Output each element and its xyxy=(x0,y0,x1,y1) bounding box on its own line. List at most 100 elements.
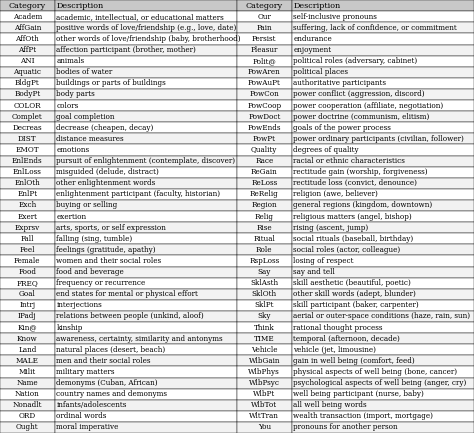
Text: political places: political places xyxy=(293,68,348,76)
Bar xyxy=(0,222,55,233)
Text: rising (ascent, jump): rising (ascent, jump) xyxy=(293,224,369,232)
Text: DIST: DIST xyxy=(18,135,36,143)
Text: Description: Description xyxy=(56,2,104,10)
Bar xyxy=(0,178,55,189)
Text: ReGain: ReGain xyxy=(251,168,278,176)
Text: endurance: endurance xyxy=(293,35,332,43)
Text: rational thought process: rational thought process xyxy=(293,323,383,332)
Bar xyxy=(55,111,237,122)
Bar xyxy=(292,45,474,56)
Text: Ought: Ought xyxy=(16,423,38,431)
Text: goals of the power process: goals of the power process xyxy=(293,124,391,132)
Text: Goal: Goal xyxy=(19,290,36,298)
Text: WlbPsyc: WlbPsyc xyxy=(249,379,280,387)
Bar xyxy=(292,200,474,211)
Text: You: You xyxy=(258,423,271,431)
Bar xyxy=(237,400,292,411)
Text: Name: Name xyxy=(17,379,38,387)
Text: WlbPt: WlbPt xyxy=(253,390,275,398)
Bar xyxy=(55,0,237,11)
Text: EnlPt: EnlPt xyxy=(17,191,37,198)
Bar xyxy=(55,122,237,133)
Bar xyxy=(0,300,55,311)
Text: FREQ: FREQ xyxy=(17,279,38,287)
Text: religion (awe, believer): religion (awe, believer) xyxy=(293,191,378,198)
Bar xyxy=(0,289,55,300)
Text: bodies of water: bodies of water xyxy=(56,68,113,76)
Bar xyxy=(55,45,237,56)
Text: PowAren: PowAren xyxy=(248,68,281,76)
Bar xyxy=(237,145,292,155)
Bar xyxy=(292,133,474,145)
Text: country names and demonyms: country names and demonyms xyxy=(56,390,167,398)
Bar xyxy=(0,378,55,388)
Text: Ritual: Ritual xyxy=(253,235,275,243)
Text: Exch: Exch xyxy=(18,201,36,210)
Text: WlbGain: WlbGain xyxy=(248,357,280,365)
Text: Intrj: Intrj xyxy=(19,301,36,309)
Text: general regions (kingdom, downtown): general regions (kingdom, downtown) xyxy=(293,201,433,210)
Bar xyxy=(55,133,237,145)
Text: BldgPt: BldgPt xyxy=(15,79,40,87)
Text: kinship: kinship xyxy=(56,323,83,332)
Text: PowDoct: PowDoct xyxy=(248,113,281,121)
Bar xyxy=(237,133,292,145)
Text: wealth transaction (import, mortgage): wealth transaction (import, mortgage) xyxy=(293,412,433,420)
Text: women and their social roles: women and their social roles xyxy=(56,257,162,265)
Bar xyxy=(55,355,237,366)
Text: temporal (afternoon, decade): temporal (afternoon, decade) xyxy=(293,335,400,343)
Text: EnlLoss: EnlLoss xyxy=(13,168,42,176)
Bar xyxy=(237,344,292,355)
Bar xyxy=(55,100,237,111)
Bar xyxy=(292,178,474,189)
Text: ORD: ORD xyxy=(18,412,36,420)
Text: positive words of love/friendship (e.g., love, date): positive words of love/friendship (e.g.,… xyxy=(56,24,237,32)
Text: Sky: Sky xyxy=(257,313,271,320)
Bar xyxy=(237,111,292,122)
Text: Nation: Nation xyxy=(15,390,40,398)
Text: well being participant (nurse, baby): well being participant (nurse, baby) xyxy=(293,390,424,398)
Text: EMOT: EMOT xyxy=(16,146,39,154)
Text: Say: Say xyxy=(257,268,271,276)
Text: Female: Female xyxy=(14,257,40,265)
Text: power conflict (aggression, discord): power conflict (aggression, discord) xyxy=(293,90,425,98)
Bar xyxy=(0,422,55,433)
Text: religious matters (angel, bishop): religious matters (angel, bishop) xyxy=(293,213,412,220)
Text: PowCon: PowCon xyxy=(249,90,279,98)
Bar xyxy=(0,267,55,278)
Text: Academ: Academ xyxy=(13,13,42,21)
Text: awareness, certainty, similarity and antonyms: awareness, certainty, similarity and ant… xyxy=(56,335,223,343)
Bar xyxy=(0,111,55,122)
Text: losing of respect: losing of respect xyxy=(293,257,354,265)
Text: SklPt: SklPt xyxy=(255,301,274,309)
Bar xyxy=(292,333,474,344)
Bar xyxy=(55,344,237,355)
Bar xyxy=(55,233,237,244)
Text: Land: Land xyxy=(18,346,36,354)
Bar xyxy=(0,400,55,411)
Text: Persist: Persist xyxy=(252,35,276,43)
Text: emotions: emotions xyxy=(56,146,90,154)
Bar xyxy=(0,78,55,89)
Text: Category: Category xyxy=(246,2,283,10)
Text: AffPt: AffPt xyxy=(18,46,36,54)
Bar xyxy=(292,111,474,122)
Text: Pleasur: Pleasur xyxy=(251,46,278,54)
Bar xyxy=(55,33,237,45)
Bar xyxy=(55,222,237,233)
Bar xyxy=(237,255,292,267)
Bar xyxy=(0,100,55,111)
Bar xyxy=(0,23,55,33)
Bar xyxy=(55,333,237,344)
Text: degrees of quality: degrees of quality xyxy=(293,146,359,154)
Text: AffGain: AffGain xyxy=(14,24,41,32)
Text: relations between people (unkind, aloof): relations between people (unkind, aloof) xyxy=(56,313,204,320)
Bar xyxy=(292,233,474,244)
Text: Quality: Quality xyxy=(251,146,277,154)
Text: food and beverage: food and beverage xyxy=(56,268,124,276)
Text: distance measures: distance measures xyxy=(56,135,124,143)
Bar xyxy=(292,222,474,233)
Text: end states for mental or physical effort: end states for mental or physical effort xyxy=(56,290,198,298)
Bar xyxy=(55,23,237,33)
Text: PowCoop: PowCoop xyxy=(247,102,281,110)
